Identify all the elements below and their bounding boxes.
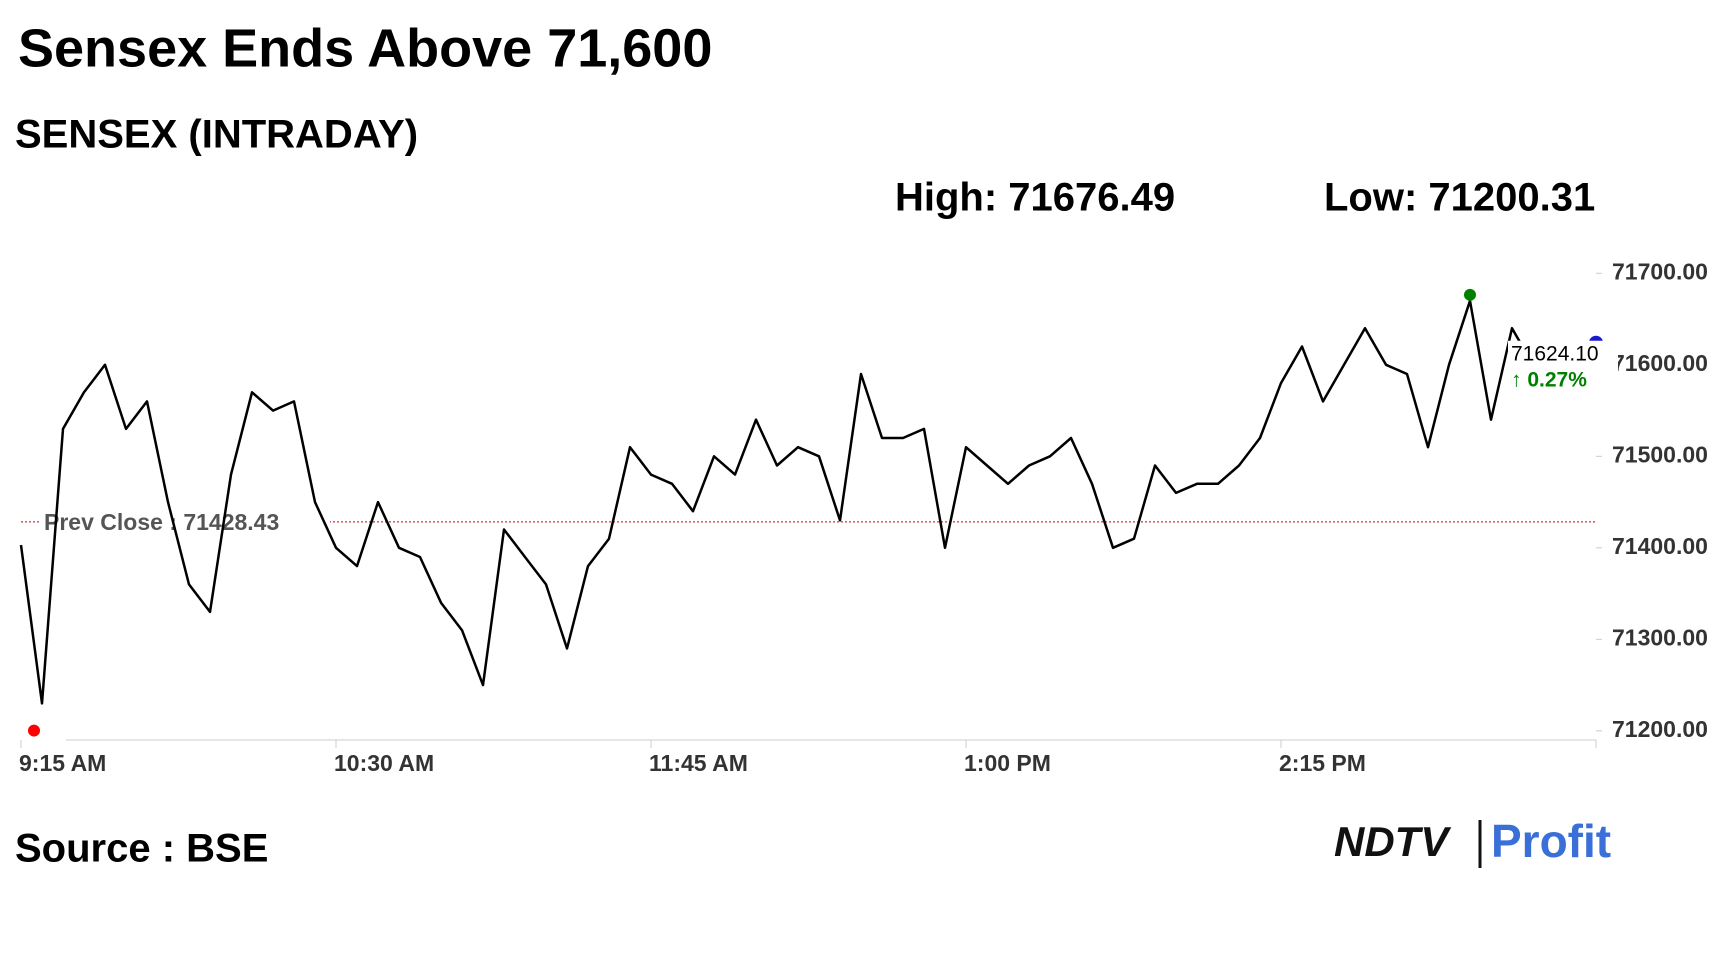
y-tick-label: 71200.00 bbox=[1612, 716, 1708, 742]
prev-close-label: Prev Close : 71428.43 bbox=[44, 509, 279, 535]
high-marker bbox=[1464, 288, 1476, 301]
low-marker bbox=[28, 724, 40, 737]
x-tick-label: 11:45 AM bbox=[649, 750, 748, 776]
close-bg bbox=[1508, 340, 1618, 389]
low-label: Low: 71200.31 bbox=[1324, 176, 1595, 220]
x-tick-label: 9:15 AM bbox=[19, 750, 106, 776]
high-label: High: 71676.49 bbox=[895, 176, 1175, 220]
logo-profit: Profit bbox=[1491, 815, 1611, 867]
chart-subtitle: SENSEX (INTRADAY) bbox=[15, 113, 418, 157]
prev-close-bg bbox=[40, 504, 330, 535]
y-tick-label: 71600.00 bbox=[1612, 350, 1708, 376]
x-tick-label: 1:00 PM bbox=[964, 750, 1051, 776]
y-tick-label: 71300.00 bbox=[1612, 624, 1708, 650]
logo-ndtv: NDTV bbox=[1334, 818, 1451, 865]
x-tick-label: 2:15 PM bbox=[1279, 750, 1366, 776]
y-tick-label: 71700.00 bbox=[1612, 258, 1708, 284]
price-line bbox=[19, 299, 1535, 705]
change-label: ↑ 0.27% bbox=[1511, 368, 1587, 391]
y-tick-label: 71400.00 bbox=[1612, 533, 1708, 559]
x-tick-label: 10:30 AM bbox=[334, 750, 434, 776]
source: Source : BSE bbox=[15, 827, 268, 871]
close-label: 71624.10 bbox=[1511, 342, 1599, 365]
y-tick-label: 71500.00 bbox=[1612, 441, 1708, 467]
chart-title: Sensex Ends Above 71,600 bbox=[18, 18, 712, 78]
